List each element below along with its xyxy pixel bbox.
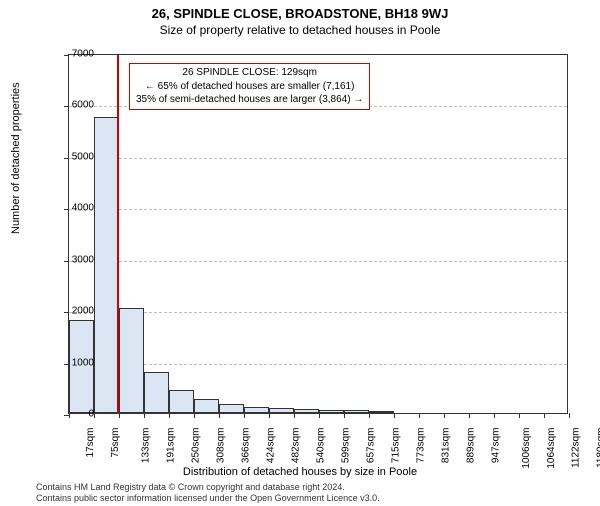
histogram-bar (194, 399, 219, 413)
footer-attribution: Contains HM Land Registry data © Crown c… (36, 482, 380, 504)
gridline-h (69, 209, 567, 210)
x-tick (519, 413, 520, 418)
footer-line1: Contains HM Land Registry data © Crown c… (36, 482, 380, 493)
x-tick-label: 831sqm (441, 428, 452, 464)
histogram-bar (294, 409, 319, 413)
histogram-bar (169, 390, 194, 413)
chart-title-sub: Size of property relative to detached ho… (0, 23, 600, 37)
x-tick (194, 413, 195, 418)
property-marker-line (117, 55, 119, 413)
y-tick-label: 5000 (54, 151, 94, 162)
x-tick (169, 413, 170, 418)
y-tick-label: 7000 (54, 49, 94, 60)
x-tick-label: 773sqm (416, 428, 427, 464)
y-axis-label: Number of detached properties (10, 82, 22, 234)
histogram-bar (119, 308, 144, 413)
x-tick-label: 715sqm (391, 428, 402, 464)
x-tick-label: 424sqm (266, 428, 277, 464)
x-tick (469, 413, 470, 418)
y-tick-label: 6000 (54, 100, 94, 111)
y-tick-label: 1000 (54, 357, 94, 368)
x-tick (144, 413, 145, 418)
x-tick (544, 413, 545, 418)
footer-line2: Contains public sector information licen… (36, 493, 380, 504)
x-tick-label: 1180sqm (595, 428, 600, 468)
x-tick (119, 413, 120, 418)
x-tick-label: 889sqm (466, 428, 477, 464)
x-tick-label: 75sqm (110, 428, 121, 458)
x-tick-label: 17sqm (85, 428, 96, 458)
chart-title-main: 26, SPINDLE CLOSE, BROADSTONE, BH18 9WJ (0, 6, 600, 21)
gridline-h (69, 158, 567, 159)
x-tick-label: 947sqm (491, 428, 502, 464)
x-tick-label: 250sqm (191, 428, 202, 464)
annotation-line2: ← 65% of detached houses are smaller (7,… (136, 80, 363, 94)
x-tick-label: 1006sqm (521, 428, 532, 469)
annotation-line1: 26 SPINDLE CLOSE: 129sqm (136, 66, 363, 80)
y-tick-label: 3000 (54, 254, 94, 265)
y-tick-label: 0 (54, 409, 94, 420)
x-tick (344, 413, 345, 418)
x-tick (444, 413, 445, 418)
x-tick-label: 133sqm (141, 428, 152, 464)
x-tick (219, 413, 220, 418)
histogram-bar (94, 117, 119, 413)
x-tick-label: 308sqm (216, 428, 227, 464)
x-tick-label: 599sqm (341, 428, 352, 464)
x-tick (94, 413, 95, 418)
y-tick-label: 4000 (54, 203, 94, 214)
x-tick (494, 413, 495, 418)
x-tick-label: 366sqm (241, 428, 252, 464)
x-tick (419, 413, 420, 418)
x-tick (294, 413, 295, 418)
x-tick-label: 191sqm (166, 428, 177, 464)
plot-region: 26 SPINDLE CLOSE: 129sqm← 65% of detache… (68, 54, 568, 414)
annotation-line3: 35% of semi-detached houses are larger (… (136, 93, 363, 107)
x-tick (569, 413, 570, 418)
annotation-box: 26 SPINDLE CLOSE: 129sqm← 65% of detache… (129, 63, 370, 110)
x-tick (244, 413, 245, 418)
x-axis-label: Distribution of detached houses by size … (0, 466, 600, 478)
x-tick-label: 657sqm (366, 428, 377, 464)
x-tick-label: 482sqm (291, 428, 302, 464)
x-tick (394, 413, 395, 418)
gridline-h (69, 261, 567, 262)
histogram-bar (319, 410, 344, 413)
histogram-bar (344, 410, 369, 413)
x-tick-label: 1064sqm (546, 428, 557, 469)
x-tick (369, 413, 370, 418)
chart-area: 26 SPINDLE CLOSE: 129sqm← 65% of detache… (68, 54, 568, 414)
histogram-bar (244, 407, 269, 413)
x-tick-label: 540sqm (316, 428, 327, 464)
histogram-bar (219, 404, 244, 413)
y-tick-label: 2000 (54, 306, 94, 317)
histogram-bar (269, 408, 294, 413)
x-tick-label: 1122sqm (570, 428, 581, 468)
histogram-bar (369, 411, 394, 413)
x-tick (269, 413, 270, 418)
x-tick (319, 413, 320, 418)
histogram-bar (144, 372, 169, 413)
